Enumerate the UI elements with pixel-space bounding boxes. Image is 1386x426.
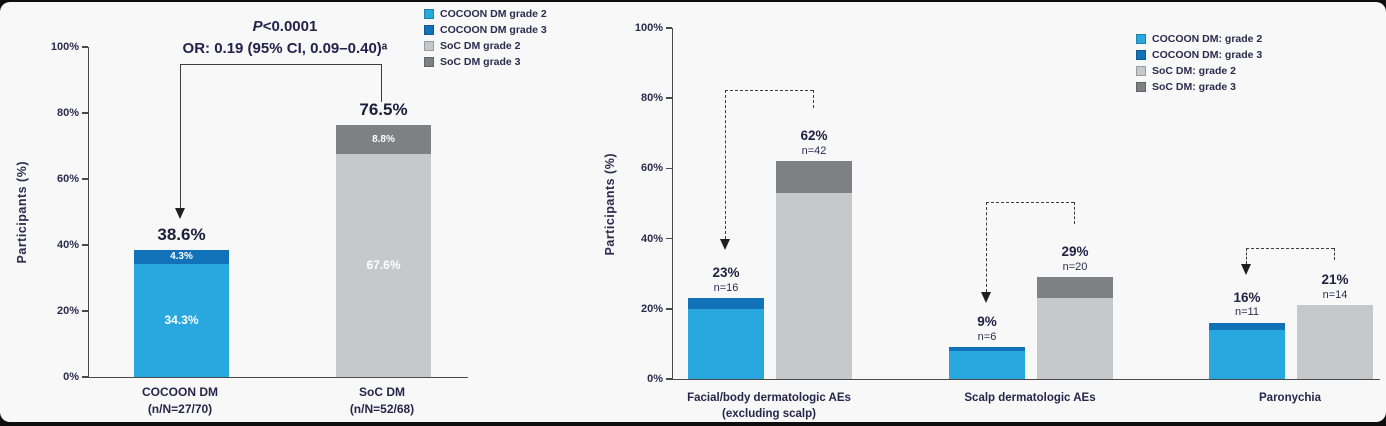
y-axis-tick: 20%: [57, 305, 89, 317]
segment-soc-grade3: 8.8%: [336, 124, 431, 154]
y-axis-tick: 80%: [641, 92, 673, 104]
segment-soc-grade2: [776, 192, 852, 379]
y-axis-tick: 100%: [635, 22, 673, 34]
arrow-down-icon: [720, 239, 730, 250]
legend-item: COCOON DM grade 3: [424, 24, 547, 36]
left-chart-legend: COCOON DM grade 2 COCOON DM grade 3 SoC …: [424, 8, 547, 68]
left-y-axis-title: Participants (%): [15, 161, 29, 264]
x-category-label: Facial/body dermatologic AEs (excluding …: [687, 392, 851, 421]
x-category-label: Paronychia: [1259, 392, 1321, 404]
legend-swatch-soc-grade2: [424, 41, 434, 51]
legend-item: SoC DM: grade 3: [1136, 81, 1262, 93]
bar-scalp-soc: 29% n=20: [1037, 28, 1113, 379]
segment-cocoon-grade2: [949, 350, 1025, 379]
left-bracket-horizontal-line: [180, 64, 381, 65]
bar-annotation: 16% n=11: [1233, 289, 1261, 319]
bracket-horizontal-line: [725, 90, 813, 91]
segment-cocoon-grade2: [688, 308, 764, 379]
segment-soc-grade2: [1297, 305, 1373, 379]
y-axis-tick: 60%: [57, 173, 89, 185]
bar-soc-dm: 67.6% 8.8% 76.5%: [336, 47, 431, 377]
y-axis-tick: 40%: [641, 233, 673, 245]
p-value-annotation: P<0.0001: [150, 18, 420, 35]
arrow-down-icon: [981, 292, 991, 303]
segment-cocoon-grade3: [688, 298, 764, 309]
left-bracket-right-line: [381, 64, 382, 102]
bracket-horizontal-line: [1246, 248, 1334, 249]
left-bracket-left-line: [180, 64, 181, 208]
segment-soc-grade2: 67.6%: [336, 153, 431, 377]
right-chart-legend: COCOON DM: grade 2 COCOON DM: grade 3 So…: [1136, 33, 1262, 93]
bracket-right-line: [1074, 202, 1075, 224]
legend-swatch-cocoon-grade2: [424, 9, 434, 19]
legend-item: SoC DM grade 3: [424, 56, 547, 68]
bar-annotation: 62% n=42: [800, 128, 828, 157]
bar-annotation: 21% n=14: [1321, 272, 1349, 301]
segment-soc-grade2: [1037, 298, 1113, 379]
legend-swatch-cocoon-grade3: [424, 25, 434, 35]
y-axis-tick: 80%: [57, 107, 89, 119]
segment-value-label: 34.3%: [164, 313, 199, 328]
segment-soc-grade3: [1037, 277, 1113, 299]
y-axis-tick: 40%: [57, 239, 89, 251]
x-category-label: COCOON DM (n/N=27/70): [142, 385, 218, 416]
arrow-down-icon: [1241, 264, 1251, 275]
bracket-horizontal-line: [986, 202, 1074, 203]
y-axis-tick: 0%: [647, 373, 673, 385]
segment-value-label: 4.3%: [170, 251, 193, 263]
bracket-left-line: [725, 90, 726, 239]
y-axis-tick: 0%: [63, 371, 89, 383]
y-axis-tick: 20%: [641, 303, 673, 315]
legend-item: SoC DM grade 2: [424, 40, 547, 52]
bar-total-label: 76.5%: [359, 99, 408, 119]
bar-paronychia-cocoon: 16% n=11: [1209, 28, 1285, 379]
segment-value-label: 67.6%: [366, 258, 401, 273]
p-value-rest: <0.0001: [262, 18, 318, 35]
segment-cocoon-grade3: 4.3%: [134, 249, 229, 264]
odds-ratio-annotation: OR: 0.19 (95% CI, 0.09–0.40)ᵃ: [182, 40, 388, 57]
bar-annotation: 9% n=6: [977, 314, 997, 343]
legend-swatch-cocoon-grade3: [1136, 50, 1146, 60]
segment-cocoon-grade3: [1209, 322, 1285, 330]
legend-swatch-soc-grade3: [1136, 82, 1146, 92]
segment-cocoon-grade3: [949, 347, 1025, 351]
x-category-label: SoC DM (n/N=52/68): [349, 385, 415, 416]
legend-item: SoC DM: grade 2: [1136, 65, 1262, 77]
segment-soc-grade3: [776, 161, 852, 193]
legend-item: COCOON DM: grade 3: [1136, 49, 1262, 61]
x-category-label: Scalp dermatologic AEs: [964, 392, 1096, 404]
legend-swatch-soc-grade2: [1136, 66, 1146, 76]
segment-value-label: 8.8%: [372, 133, 395, 145]
right-plot-area: 0% 20% 40% 60% 80% 100% 23% n=16 62% n: [635, 22, 1380, 385]
legend-item: COCOON DM: grade 2: [1136, 33, 1262, 45]
bar-annotation: 23% n=16: [712, 265, 740, 294]
bar-facial-cocoon: 23% n=16: [688, 28, 764, 379]
y-axis-tick: 60%: [641, 162, 673, 174]
legend-swatch-cocoon-grade2: [1136, 34, 1146, 44]
left-arrow-down-icon: [175, 208, 185, 219]
y-axis-tick: 100%: [51, 41, 89, 53]
segment-cocoon-grade2: [1209, 329, 1285, 379]
left-plot-area: 0% 20% 40% 60% 80% 100% 34.3% 4.3% 38.6%…: [51, 41, 468, 383]
bracket-right-line: [813, 90, 814, 108]
bracket-left-line: [986, 202, 987, 292]
bar-facial-soc: 62% n=42: [776, 28, 852, 379]
bar-annotation: 29% n=20: [1061, 244, 1089, 273]
legend-item: COCOON DM grade 2: [424, 8, 547, 20]
bar-total-label: 38.6%: [157, 224, 206, 244]
bar-paronychia-soc: 21% n=14: [1297, 28, 1373, 379]
bar-scalp-cocoon: 9% n=6: [949, 28, 1025, 379]
p-value-prefix: P: [252, 18, 263, 35]
bracket-left-line: [1246, 248, 1247, 264]
bar-cocoon-dm: 34.3% 4.3% 38.6%: [134, 47, 229, 377]
legend-swatch-soc-grade3: [424, 57, 434, 67]
segment-cocoon-grade2: 34.3%: [134, 263, 229, 377]
bracket-right-line: [1334, 248, 1335, 260]
right-y-axis-title: Participants (%): [603, 152, 617, 256]
